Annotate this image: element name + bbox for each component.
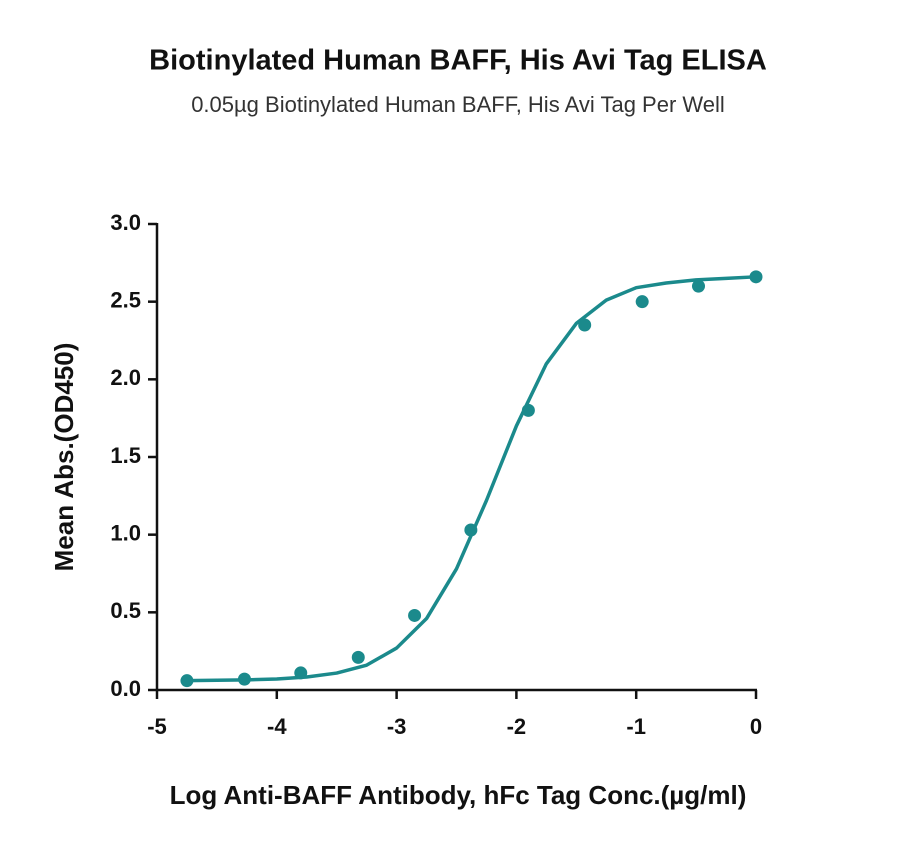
data-point: [464, 523, 478, 537]
x-tick-label: -3: [387, 714, 407, 739]
y-tick-label: 0.5: [110, 598, 141, 623]
data-point: [294, 666, 308, 680]
x-tick-label: -2: [507, 714, 527, 739]
data-point: [635, 295, 649, 309]
data-point: [351, 650, 365, 664]
data-point: [237, 672, 251, 686]
x-tick-label: 0: [750, 714, 762, 739]
y-tick-label: 2.5: [110, 287, 141, 312]
x-tick-label: -1: [626, 714, 646, 739]
data-point: [749, 270, 763, 284]
data-point: [691, 279, 705, 293]
x-tick-label: -4: [267, 714, 287, 739]
chart-title: Biotinylated Human BAFF, His Avi Tag ELI…: [149, 45, 767, 77]
chart-subtitle: 0.05µg Biotinylated Human BAFF, His Avi …: [191, 92, 725, 117]
data-point: [180, 674, 194, 688]
y-tick-label: 3.0: [110, 210, 141, 235]
y-tick-label: 1.5: [110, 443, 141, 468]
y-tick-label: 1.0: [110, 520, 141, 545]
data-point: [578, 318, 592, 332]
y-axis-title: Mean Abs.(OD450): [49, 343, 79, 572]
x-axis-title: Log Anti-BAFF Antibody, hFc Tag Conc.(µg…: [170, 780, 747, 810]
y-tick-label: 0.0: [110, 676, 141, 701]
data-point: [521, 403, 535, 417]
data-point: [408, 608, 422, 622]
x-tick-label: -5: [147, 714, 167, 739]
y-tick-label: 2.0: [110, 365, 141, 390]
fit-curve: [186, 275, 757, 683]
